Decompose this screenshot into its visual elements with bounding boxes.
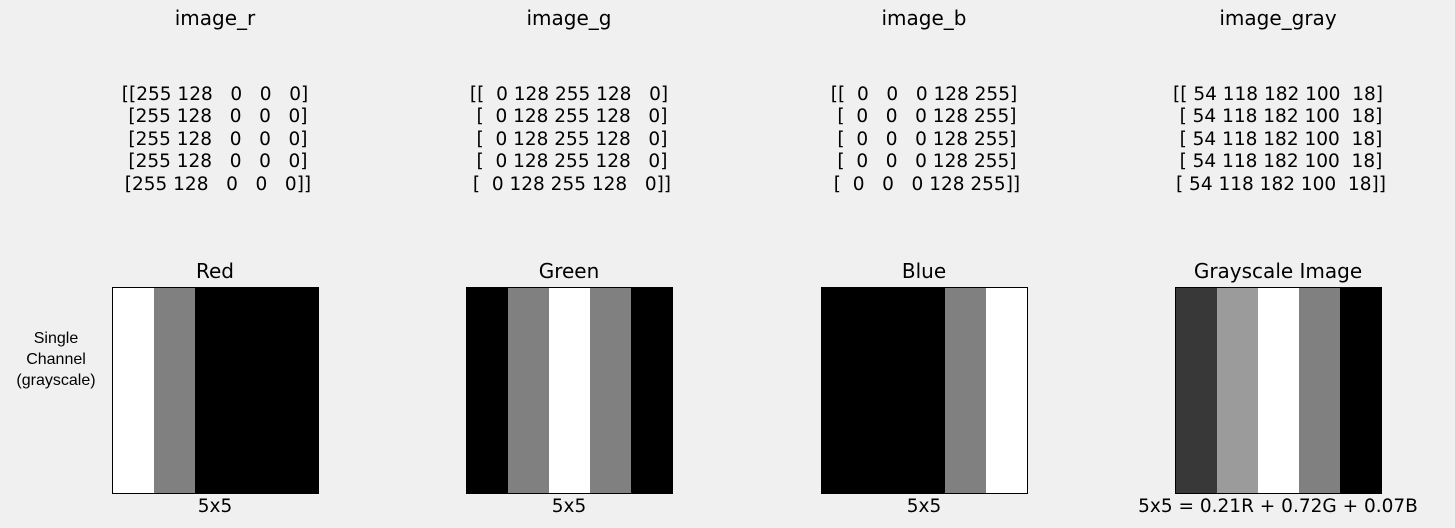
pixel-column-3 [904, 288, 945, 493]
matrix-row-5: [ 0 0 0 128 255]] [827, 173, 1021, 195]
pixel-column-2 [863, 288, 904, 493]
image-xlabel-image_g: 5x5 [551, 496, 587, 517]
matrix-row-3: [255 128 0 0 0] [122, 128, 308, 150]
image-xlabel-image_r: 5x5 [197, 496, 233, 517]
image-xlabel-image_gray: 5x5 = 0.21R + 0.72G + 0.07B [1138, 496, 1418, 517]
image-image_g [466, 287, 673, 494]
matrix-row-2: [ 54 118 182 100 18] [1173, 106, 1383, 128]
matrix-row-5: [ 0 128 255 128 0]] [466, 173, 672, 195]
matrix-row-5: [255 128 0 0 0]] [118, 173, 312, 195]
pixel-column-4 [236, 288, 277, 493]
panel-title-image_b: image_b [881, 6, 967, 30]
matrix-text-image_b: [[ 0 0 0 128 255] [ 0 0 0 128 255] [ 0 0… [764, 84, 1084, 196]
image-title-grayscale-image: Grayscale Image [1193, 259, 1363, 283]
matrix-row-1: [[255 128 0 0 0] [121, 84, 309, 105]
matrix-row-4: [ 0 0 0 128 255] [831, 151, 1017, 173]
matrix-row-5: [ 54 118 182 100 18]] [1170, 173, 1386, 195]
image-xlabel-image_b: 5x5 [906, 496, 942, 517]
pixel-column-1 [467, 288, 508, 493]
pixel-column-4 [945, 288, 986, 493]
matrix-row-4: [ 0 128 255 128 0] [470, 151, 668, 173]
matrix-row-1: [[ 0 128 255 128 0] [469, 84, 669, 105]
image-title-red: Red [196, 259, 234, 283]
matrix-text-image_gray: [[ 54 118 182 100 18] [ 54 118 182 100 1… [1118, 84, 1438, 196]
panel-title-image_gray: image_gray [1219, 6, 1337, 30]
matrix-row-2: [ 0 128 255 128 0] [470, 106, 668, 128]
pixel-column-2 [508, 288, 549, 493]
matrix-row-2: [ 0 0 0 128 255] [831, 106, 1017, 128]
pixel-column-5 [277, 288, 318, 493]
panel-title-image_r: image_r [174, 6, 256, 30]
pixel-column-4 [1299, 288, 1340, 493]
pixel-column-5 [631, 288, 672, 493]
image-title-blue: Blue [901, 259, 947, 283]
matrix-row-4: [255 128 0 0 0] [122, 151, 308, 173]
pixel-column-4 [590, 288, 631, 493]
matrix-row-1: [[ 0 0 0 128 255] [830, 84, 1018, 105]
matrix-row-1: [[ 54 118 182 100 18] [1173, 84, 1383, 105]
image-image_r [112, 287, 319, 494]
image-title-green: Green [538, 259, 600, 283]
matrix-row-2: [255 128 0 0 0] [122, 106, 308, 128]
pixel-column-1 [1176, 288, 1217, 493]
image-image_gray [1175, 287, 1382, 494]
matrix-row-3: [ 54 118 182 100 18] [1173, 128, 1383, 150]
matrix-row-3: [ 0 128 255 128 0] [470, 128, 668, 150]
matrix-row-4: [ 54 118 182 100 18] [1173, 151, 1383, 173]
pixel-column-1 [822, 288, 863, 493]
matrix-row-3: [ 0 0 0 128 255] [831, 128, 1017, 150]
pixel-column-5 [1340, 288, 1381, 493]
pixel-column-3 [549, 288, 590, 493]
row-ylabel: Single Channel (grayscale) [16, 330, 96, 389]
matrix-text-image_g: [[ 0 128 255 128 0] [ 0 128 255 128 0] [… [409, 84, 729, 196]
pixel-column-2 [154, 288, 195, 493]
panel-title-image_g: image_g [526, 6, 612, 30]
pixel-column-1 [113, 288, 154, 493]
matrix-text-image_r: [[255 128 0 0 0] [255 128 0 0 0] [255 12… [55, 84, 375, 196]
pixel-column-5 [986, 288, 1027, 493]
image-image_b [821, 287, 1028, 494]
pixel-column-2 [1217, 288, 1258, 493]
pixel-column-3 [1258, 288, 1299, 493]
pixel-column-3 [195, 288, 236, 493]
